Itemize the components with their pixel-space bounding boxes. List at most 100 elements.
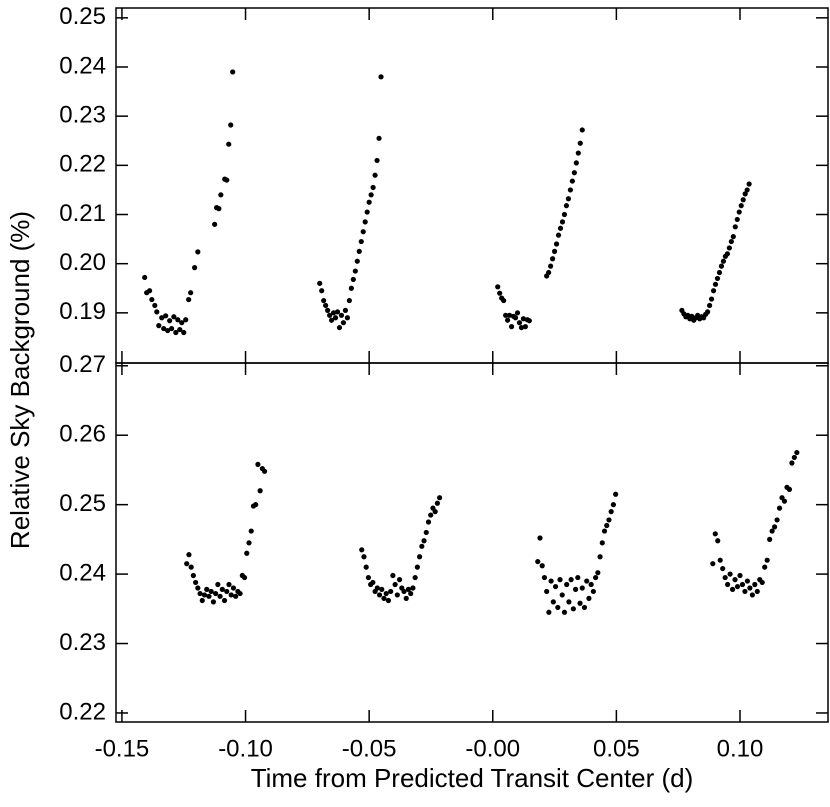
data-point	[210, 599, 217, 605]
data-point	[729, 586, 736, 592]
data-point	[708, 296, 715, 302]
data-point	[159, 315, 165, 321]
data-point	[246, 540, 252, 546]
data-point	[332, 315, 339, 321]
data-point	[368, 192, 374, 198]
data-point	[177, 326, 183, 333]
data-point	[169, 325, 175, 332]
data-point	[346, 297, 352, 304]
data-point	[568, 577, 574, 583]
data-point	[186, 552, 192, 558]
data-point	[218, 192, 224, 198]
data-point	[759, 579, 765, 586]
data-point	[722, 574, 728, 581]
y-tick-label: 0.21	[59, 200, 106, 227]
data-point	[512, 315, 519, 321]
data-point	[608, 508, 614, 515]
data-point	[142, 274, 148, 281]
data-point	[762, 564, 768, 570]
data-point	[789, 460, 795, 466]
data-point	[715, 538, 721, 544]
data-point	[593, 574, 599, 581]
data-point	[776, 505, 783, 511]
data-point	[717, 557, 723, 563]
data-point	[573, 160, 579, 166]
data-point	[237, 590, 243, 597]
data-point	[378, 74, 384, 80]
data-point	[228, 122, 234, 128]
data-point	[604, 522, 610, 529]
data-point	[374, 585, 380, 591]
data-point	[546, 609, 552, 615]
data-point	[579, 127, 585, 133]
data-point	[716, 269, 723, 276]
data-point	[724, 251, 730, 257]
data-point	[514, 310, 521, 316]
data-point	[253, 502, 259, 508]
data-point	[206, 593, 212, 599]
data-point	[767, 536, 773, 542]
y-tick-label: 0.23	[59, 102, 106, 129]
data-point	[577, 140, 583, 146]
data-point	[569, 178, 575, 184]
data-point	[340, 320, 347, 326]
data-point	[381, 595, 387, 601]
data-point	[606, 517, 612, 523]
data-point	[165, 327, 171, 334]
data-point	[338, 312, 345, 318]
data-point	[730, 234, 736, 240]
data-point	[769, 528, 775, 534]
data-point	[213, 590, 219, 597]
data-point	[149, 296, 155, 303]
data-point	[390, 572, 396, 579]
y-tick-label: 0.27	[59, 351, 106, 378]
data-point	[526, 318, 532, 324]
data-point	[358, 238, 364, 245]
data-point	[319, 288, 325, 294]
data-point	[370, 579, 376, 586]
data-point	[201, 592, 208, 598]
data-point	[152, 302, 158, 309]
data-point	[549, 256, 556, 262]
data-point	[179, 320, 185, 326]
data-point	[506, 312, 513, 318]
data-point	[501, 297, 507, 304]
x-tick-label: -0.05	[342, 735, 397, 762]
data-point	[403, 595, 409, 601]
data-point	[197, 590, 203, 597]
data-point	[557, 225, 564, 231]
data-point	[539, 563, 545, 569]
data-point	[518, 324, 525, 331]
data-point	[334, 309, 341, 315]
data-point	[734, 216, 740, 223]
data-point	[567, 187, 573, 193]
data-point	[546, 269, 552, 276]
data-point	[732, 577, 738, 583]
data-point	[330, 310, 337, 316]
data-point	[405, 586, 412, 592]
data-point	[572, 586, 579, 592]
data-point	[181, 329, 187, 336]
data-point	[212, 221, 218, 227]
data-point	[163, 313, 169, 319]
data-point	[190, 572, 196, 579]
data-point	[421, 538, 427, 544]
data-point	[727, 571, 733, 577]
data-point	[362, 219, 368, 225]
y-tick-label: 0.22	[59, 698, 106, 725]
data-point	[742, 588, 748, 595]
data-point	[508, 324, 515, 330]
data-point	[352, 268, 358, 274]
data-point	[774, 517, 780, 523]
data-point	[432, 508, 438, 515]
data-point	[537, 535, 543, 541]
x-tick-label: -0.15	[95, 735, 150, 762]
data-point	[156, 323, 162, 329]
y-tick-label: 0.23	[59, 629, 106, 656]
data-point	[581, 604, 588, 611]
x-axis-label: Time from Predicted Transit Center (d)	[251, 763, 694, 793]
data-point	[161, 325, 167, 332]
data-point	[557, 577, 563, 583]
data-point	[216, 206, 222, 212]
data-point	[171, 314, 177, 320]
